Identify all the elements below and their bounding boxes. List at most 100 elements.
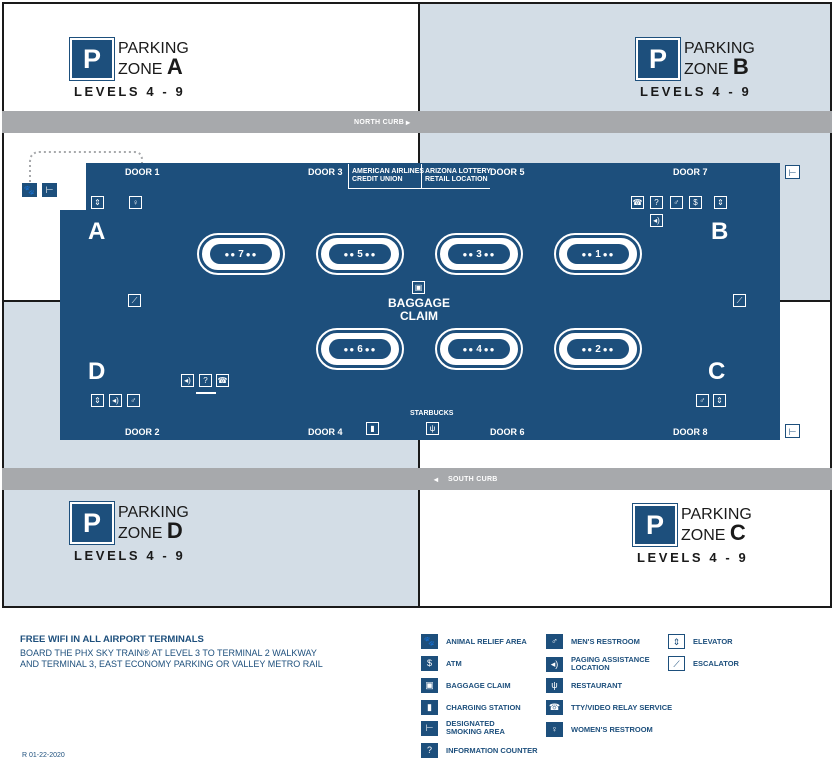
- door-7: DOOR 7: [673, 167, 708, 177]
- legend-baggage-claim: ▣ BAGGAGE CLAIM: [421, 678, 511, 693]
- door-3: DOOR 3: [308, 167, 343, 177]
- north-curb-label: NORTH CURB: [354, 119, 405, 126]
- area-d-letter: D: [88, 358, 106, 385]
- north-curb: NORTH CURB ▸: [2, 111, 832, 133]
- baggage-carousel-7: ●● 7 ●●: [197, 233, 285, 275]
- parking-zone-b-label: P PARKING ZONE B LEVELS 4 - 9: [635, 37, 826, 113]
- information-counter-icon: ?: [199, 374, 212, 387]
- charging-station-icon: ▮: [366, 422, 379, 435]
- parking-levels: LEVELS 4 - 9: [637, 550, 749, 565]
- door-2: DOOR 2: [125, 427, 160, 437]
- arizona-lottery-callout: [421, 164, 490, 189]
- parking-zone-c-label: P PARKING ZONE C LEVELS 4 - 9: [632, 503, 823, 579]
- atm-icon: $: [421, 656, 438, 671]
- mens-restroom-icon: ♂: [127, 394, 140, 407]
- parking-levels: LEVELS 4 - 9: [640, 84, 752, 99]
- legend-atm: $ ATM: [421, 656, 462, 671]
- baggage-claim-icon: ▣: [412, 281, 425, 294]
- atm-icon: $: [689, 196, 702, 209]
- parking-zone-a-label: P PARKING ZONE A LEVELS 4 - 9: [69, 37, 260, 113]
- zone-word: ZONE: [118, 525, 163, 542]
- legend-womens-restroom: ♀ WOMEN'S RESTROOM: [546, 722, 653, 737]
- parking-p-icon: P: [69, 37, 115, 81]
- animal-relief-icon: 🐾: [22, 183, 37, 197]
- door-4: DOOR 4: [308, 427, 343, 437]
- tty-icon: ☎: [546, 700, 563, 715]
- legend-information-counter: ? INFORMATION COUNTER: [421, 743, 538, 758]
- zone-word: ZONE: [684, 61, 729, 78]
- arizona-lottery-label: ARIZONA LOTTERY RETAIL LOCATION: [425, 168, 491, 183]
- zone-letter: A: [166, 54, 183, 79]
- animal-relief-icon: 🐾: [421, 634, 438, 649]
- parking-levels: LEVELS 4 - 9: [74, 548, 186, 563]
- smoking-area-icon: ⊢: [785, 165, 800, 179]
- legend-elevator: ⇕ ELEVATOR: [668, 634, 733, 649]
- paging-assistance-icon: ◂): [109, 394, 122, 407]
- parking-zone-d-label: P PARKING ZONE D LEVELS 4 - 9: [69, 501, 260, 577]
- restaurant-icon: ψ: [546, 678, 563, 693]
- information-counter-icon: ?: [421, 743, 438, 758]
- restaurant-icon: ψ: [426, 422, 439, 435]
- legend-smoking-area: ⊢ DESIGNATED SMOKING AREA: [421, 720, 505, 736]
- revision-date: R 01-22-2020: [22, 752, 65, 759]
- legend-paging-assistance: ◂) PAGING ASSISTANCE LOCATION: [546, 656, 650, 672]
- elevator-icon: ⇕: [668, 634, 685, 649]
- starbucks-label: STARBUCKS: [410, 410, 454, 417]
- parking-p-icon: P: [635, 37, 681, 81]
- zone-letter: D: [166, 518, 183, 543]
- south-curb-label: SOUTH CURB: [448, 476, 498, 483]
- door-1: DOOR 1: [125, 167, 160, 177]
- parking-word: PARKING: [118, 40, 189, 57]
- escalator-icon: ⟋: [733, 294, 746, 307]
- american-airlines-label: AMERICAN AIRLINES CREDIT UNION: [352, 168, 425, 183]
- baggage-carousel-1: ●● 1 ●●: [554, 233, 642, 275]
- elevator-icon: ⇕: [91, 196, 104, 209]
- smoking-area-icon: ⊢: [42, 183, 57, 197]
- baggage-carousel-2: ●● 2 ●●: [554, 328, 642, 370]
- sky-train-info-line-2: AND TERMINAL 3, EAST ECONOMY PARKING OR …: [20, 659, 323, 669]
- escalator-icon: ⟋: [668, 656, 685, 671]
- mens-restroom-icon: ♂: [546, 634, 563, 649]
- tty-icon: ☎: [631, 196, 644, 209]
- area-c-letter: C: [708, 358, 726, 385]
- zone-letter: C: [729, 520, 746, 545]
- parking-word: PARKING: [681, 506, 752, 523]
- mens-restroom-icon: ♂: [670, 196, 683, 209]
- south-curb: ◂ SOUTH CURB: [2, 468, 832, 490]
- legend-mens-restroom: ♂ MEN'S RESTROOM: [546, 634, 640, 649]
- paging-assistance-icon: ◂): [650, 214, 663, 227]
- parking-levels: LEVELS 4 - 9: [74, 84, 186, 99]
- information-counter-icon: ?: [650, 196, 663, 209]
- escalator-icon: ⟋: [128, 294, 141, 307]
- parking-p-icon: P: [69, 501, 115, 545]
- sky-train-info-line-1: BOARD THE PHX SKY TRAIN® AT LEVEL 3 TO T…: [20, 648, 317, 658]
- legend-restaurant: ψ RESTAURANT: [546, 678, 622, 693]
- elevator-icon: ⇕: [714, 196, 727, 209]
- tty-icon: ☎: [216, 374, 229, 387]
- baggage-claim-icon: ▣: [421, 678, 438, 693]
- mens-restroom-icon: ♂: [696, 394, 709, 407]
- paging-assistance-icon: ◂): [181, 374, 194, 387]
- smoking-area-icon: ⊢: [785, 424, 800, 438]
- paging-assistance-icon: ◂): [546, 656, 563, 672]
- parking-word: PARKING: [684, 40, 755, 57]
- wifi-title: FREE WIFI IN ALL AIRPORT TERMINALS: [20, 634, 204, 645]
- information-counter-underline: [196, 392, 216, 394]
- parking-p-icon: P: [632, 503, 678, 547]
- baggage-carousel-5: ●● 5 ●●: [316, 233, 404, 275]
- area-a-letter: A: [88, 218, 106, 245]
- legend-tty: ☎ TTY/VIDEO RELAY SERVICE: [546, 700, 672, 715]
- north-curb-arrow-icon: ▸: [406, 118, 411, 127]
- baggage-carousel-3: ●● 3 ●●: [435, 233, 523, 275]
- american-airlines-callout: [348, 164, 423, 189]
- south-curb-arrow-icon: ◂: [434, 475, 439, 484]
- baggage-claim-label: BAGGAGE CLAIM: [387, 296, 450, 323]
- smoking-area-icon: ⊢: [421, 720, 438, 736]
- legend-charging-station: ▮ CHARGING STATION: [421, 700, 521, 715]
- door-5: DOOR 5: [490, 167, 525, 177]
- elevator-icon: ⇕: [713, 394, 726, 407]
- area-b-letter: B: [711, 218, 729, 245]
- baggage-carousel-6: ●● 6 ●●: [316, 328, 404, 370]
- baggage-carousel-4: ●● 4 ●●: [435, 328, 523, 370]
- womens-restroom-icon: ♀: [129, 196, 142, 209]
